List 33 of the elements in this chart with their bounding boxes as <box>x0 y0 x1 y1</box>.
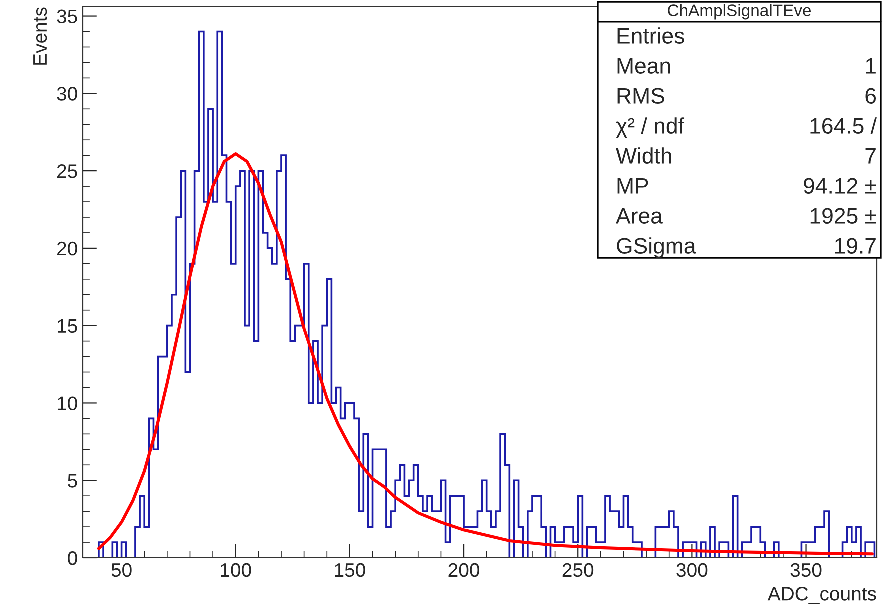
annotation: Width <box>616 148 672 164</box>
x-tick-label: 200 <box>448 563 480 578</box>
annotation: ChAmplSignalTEve <box>668 4 812 20</box>
annotation: 7 <box>866 148 876 164</box>
annotation: 1 <box>866 58 876 74</box>
y-tick-label: 25 <box>57 164 78 178</box>
y-tick-label: 10 <box>58 396 78 410</box>
y-tick-label: 20 <box>57 242 78 256</box>
annotation: χ² / ndf <box>616 118 685 138</box>
x-axis-title: ADC_counts <box>768 587 876 604</box>
annotation: MP <box>618 178 648 194</box>
annotation: Area <box>616 208 663 224</box>
annotation: GSigma <box>617 238 696 258</box>
y-tick-label: 30 <box>57 87 78 101</box>
x-tick-label: 300 <box>676 563 708 578</box>
annotation: RMS <box>618 88 664 104</box>
annotation: 19.7 <box>835 238 876 254</box>
y-tick-label: 5 <box>68 474 78 488</box>
annotation: Mean <box>618 58 670 74</box>
x-tick-label: 150 <box>335 563 366 578</box>
x-tick-label: 350 <box>790 563 822 578</box>
annotation: 164.5 / <box>810 118 878 134</box>
x-tick-label: 50 <box>112 563 132 578</box>
annotation: 6 <box>866 88 876 104</box>
annotation: 94.12 ± <box>804 178 876 194</box>
y-tick-label: 15 <box>58 320 78 334</box>
x-tick-label: 100 <box>221 563 252 578</box>
annotation: 1925 ± <box>810 208 876 224</box>
y-tick-label: 35 <box>57 10 78 24</box>
y-tick-label: 0 <box>68 551 78 566</box>
x-tick-label: 250 <box>562 563 594 578</box>
y-axis-title: Events <box>34 8 48 65</box>
annotation: Entries <box>618 28 684 44</box>
